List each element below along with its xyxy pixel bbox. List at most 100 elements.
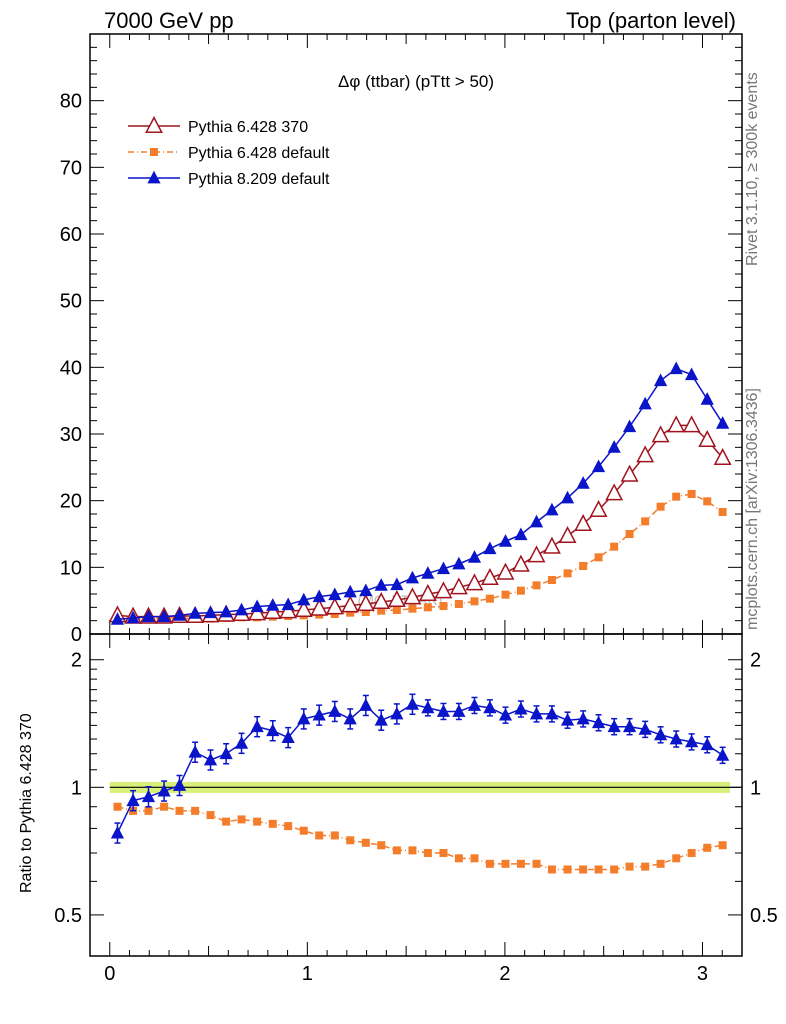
data-point xyxy=(452,556,466,570)
ratio-y-tick-label: 2 xyxy=(71,650,82,672)
ratio-data-point xyxy=(485,859,494,868)
data-point xyxy=(656,502,665,511)
data-point xyxy=(343,584,357,598)
ratio-data-point xyxy=(141,789,156,803)
legend-label: Pythia 8.209 default xyxy=(188,171,330,188)
ratio-y-tick-label: 1 xyxy=(71,777,82,799)
data-point xyxy=(405,570,420,584)
ratio-data-point xyxy=(206,811,215,820)
ratio-data-point xyxy=(377,841,386,850)
ratio-data-point xyxy=(454,854,463,863)
data-point xyxy=(620,464,639,482)
ratio-data-point xyxy=(532,859,541,868)
data-point xyxy=(312,589,326,603)
data-point xyxy=(496,562,515,580)
ratio-data-point xyxy=(700,737,714,751)
data-point xyxy=(498,534,513,547)
data-point xyxy=(408,604,417,613)
series-line xyxy=(117,424,724,618)
data-point xyxy=(483,541,497,555)
data-point xyxy=(372,591,391,610)
legend-label: Pythia 6.428 370 xyxy=(188,119,308,136)
ratio-data-point xyxy=(374,713,388,726)
plot-title: Δφ (ttbar) (pTtt > 50) xyxy=(338,72,494,91)
data-point xyxy=(698,429,717,448)
data-point xyxy=(591,459,606,473)
data-point xyxy=(532,581,541,590)
data-point xyxy=(172,608,187,621)
data-point xyxy=(294,599,313,618)
data-point xyxy=(346,608,355,617)
data-point xyxy=(423,603,432,612)
ratio-data-point xyxy=(421,700,435,714)
ratio-data-point xyxy=(672,854,681,863)
data-point xyxy=(529,514,544,528)
data-point xyxy=(703,497,712,506)
ratio-data-point xyxy=(126,793,140,807)
ratio-data-point xyxy=(405,697,420,710)
data-point xyxy=(377,606,386,615)
ratio-data-point xyxy=(579,865,588,874)
ratio-data-point xyxy=(610,865,619,874)
y-tick-label: 20 xyxy=(60,491,82,513)
data-point xyxy=(625,530,634,538)
data-point xyxy=(558,525,577,544)
data-point xyxy=(700,392,714,405)
data-point xyxy=(589,499,608,518)
data-point xyxy=(514,527,528,541)
data-point xyxy=(527,545,546,563)
ratio-data-point xyxy=(408,846,417,855)
data-point xyxy=(467,550,482,563)
data-point xyxy=(248,603,267,621)
ratio-data-point xyxy=(328,704,342,717)
ratio-data-point xyxy=(284,822,293,831)
ratio-data-point xyxy=(591,715,606,729)
data-point xyxy=(141,609,156,623)
ratio-y-tick-label-right: 1 xyxy=(750,777,761,799)
data-point xyxy=(605,483,624,501)
ratio-data-point xyxy=(452,704,466,717)
data-point xyxy=(279,601,298,619)
data-point xyxy=(281,597,295,611)
ratio-data-point xyxy=(547,865,556,874)
ratio-data-point xyxy=(560,713,575,726)
ratio-data-point xyxy=(576,711,590,725)
ratio-data-point xyxy=(266,723,280,737)
series-line xyxy=(117,493,724,620)
data-point xyxy=(392,606,401,614)
data-point xyxy=(454,600,463,608)
ratio-plot-border xyxy=(89,633,743,957)
ratio-data-point xyxy=(144,806,153,815)
ratio-data-point xyxy=(685,734,699,748)
data-point xyxy=(266,598,280,611)
ratio-data-point xyxy=(361,838,370,847)
ratio-data-point xyxy=(299,826,308,835)
ratio-series-line xyxy=(116,703,724,834)
data-point xyxy=(667,415,686,433)
ratio-data-point xyxy=(157,783,171,797)
data-point xyxy=(403,587,422,605)
y-tick-label: 60 xyxy=(60,224,82,246)
x-tick-label: 1 xyxy=(302,963,313,985)
ratio-data-point xyxy=(203,752,218,766)
ratio-data-point xyxy=(234,736,249,749)
data-point xyxy=(387,589,406,608)
y-tick-label: 30 xyxy=(60,424,82,446)
data-point xyxy=(594,553,603,562)
ratio-data-point xyxy=(529,706,544,720)
data-point xyxy=(607,440,621,453)
data-point xyxy=(641,517,650,526)
ratio-data-point xyxy=(545,706,559,720)
data-point xyxy=(638,396,652,410)
data-point xyxy=(579,562,588,570)
ratio-data-point xyxy=(346,836,355,845)
data-point xyxy=(480,567,499,586)
data-point xyxy=(470,597,479,606)
legend-marker xyxy=(147,170,161,184)
ratio-data-point xyxy=(250,719,264,733)
data-point xyxy=(576,476,590,489)
data-point xyxy=(359,583,373,597)
data-point xyxy=(310,598,329,616)
ratio-data-point xyxy=(175,806,184,815)
ratio-data-point xyxy=(483,700,497,714)
